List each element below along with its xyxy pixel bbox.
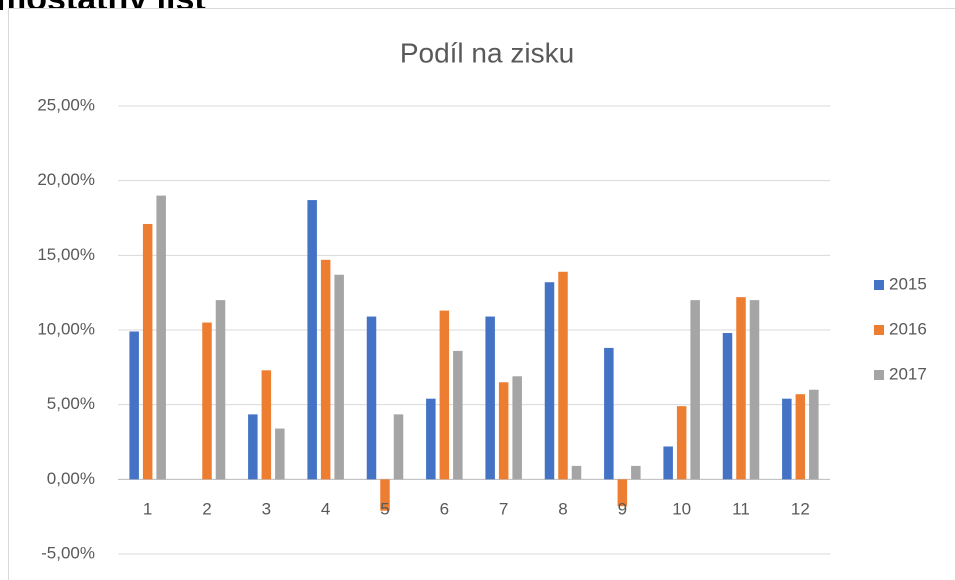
legend-swatch [874, 280, 884, 290]
bar [604, 347, 614, 480]
bar [749, 300, 760, 480]
y-tick-label: 25,00% [37, 95, 95, 114]
x-tick-label: 3 [262, 499, 271, 518]
bar [202, 322, 212, 480]
bar [275, 428, 285, 480]
bar [571, 465, 582, 480]
bar [156, 195, 166, 480]
bar [142, 223, 153, 480]
bar [782, 398, 792, 480]
y-tick-label: 10,00% [37, 319, 95, 338]
bar [439, 310, 450, 480]
x-tick-label: 4 [321, 499, 330, 518]
bar [512, 376, 522, 480]
bar [544, 282, 555, 480]
legend-label: 2016 [889, 319, 927, 338]
x-tick-label: 9 [618, 499, 627, 518]
bar [320, 259, 331, 480]
x-tick-label: 10 [672, 499, 691, 518]
bar [307, 200, 317, 480]
x-tick-label: 8 [558, 499, 567, 518]
x-tick-label: 12 [791, 499, 810, 518]
bar [380, 479, 390, 511]
bar [690, 300, 700, 480]
bar [663, 446, 673, 480]
bar [676, 406, 687, 480]
bar [722, 332, 733, 480]
legend-swatch [874, 325, 884, 335]
y-tick-label: 0,00% [47, 469, 95, 488]
x-tick-label: 11 [732, 499, 750, 518]
bar [617, 479, 628, 507]
bar [558, 271, 568, 480]
bar [426, 398, 436, 480]
bar [631, 465, 641, 480]
legend-swatch [874, 370, 884, 380]
bar [809, 389, 819, 480]
x-tick-label: 5 [380, 499, 389, 518]
bar [498, 382, 509, 480]
bar [393, 414, 404, 480]
x-tick-label: 6 [440, 499, 449, 518]
bar [453, 350, 463, 480]
y-tick-label: 5,00% [47, 394, 95, 413]
x-tick-label: 1 [143, 499, 152, 518]
legend-label: 2017 [889, 364, 927, 383]
chart-frame [8, 8, 955, 580]
y-tick-label: -5,00% [41, 543, 95, 562]
y-tick-label: 20,00% [37, 170, 95, 189]
bar [261, 370, 272, 480]
chart-title: Podíl na zisku [400, 37, 574, 68]
x-tick-label: 7 [499, 499, 508, 518]
y-tick-label: 15,00% [37, 245, 95, 264]
bar [215, 300, 226, 480]
bar [795, 394, 806, 480]
bar [366, 316, 377, 480]
bar [485, 316, 495, 480]
bar [129, 331, 139, 480]
x-tick-label: 2 [202, 499, 211, 518]
bar [334, 274, 344, 480]
bar [736, 297, 746, 480]
legend-label: 2015 [889, 274, 927, 293]
bar [248, 414, 258, 480]
